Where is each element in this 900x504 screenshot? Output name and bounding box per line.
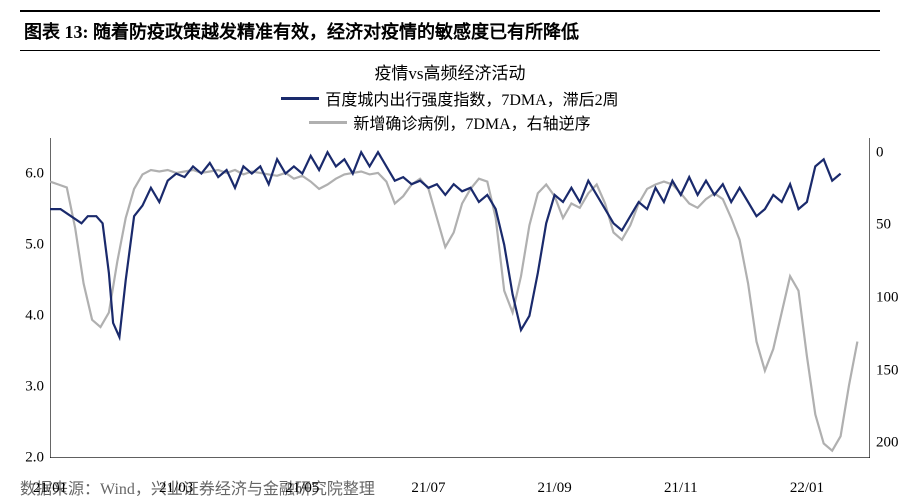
x-tick-label: 21/01 — [33, 480, 67, 497]
legend-item-2: 新增确诊病例，7DMA，右轴逆序 — [309, 110, 590, 134]
y-right-tick-label: 0 — [876, 144, 884, 161]
x-tick-label: 22/01 — [790, 480, 824, 497]
plot-area: 2.03.04.05.06.0 050100150200 21/0121/032… — [50, 138, 870, 458]
y-left-tick-label: 2.0 — [25, 450, 44, 467]
chart-svg — [50, 138, 870, 458]
y-right-tick-label: 150 — [876, 362, 899, 379]
chart-source: 数据来源：Wind，兴业证券经济与金融研究院整理 — [20, 475, 880, 499]
chart-area: 疫情vs高频经济活动 百度城内出行强度指数，7DMA，滞后2周 新增确诊病例，7… — [20, 59, 880, 469]
y-left-tick-label: 4.0 — [25, 307, 44, 324]
y-right-tick-label: 200 — [876, 435, 899, 452]
chart-title-bar: 图表 13: 随着防疫政策越发精准有效，经济对疫情的敏感度已有所降低 — [20, 10, 880, 51]
legend-swatch-1 — [281, 97, 319, 100]
y-axis-left: 2.03.04.05.06.0 — [20, 138, 50, 458]
legend-item-1: 百度城内出行强度指数，7DMA，滞后2周 — [281, 86, 618, 110]
x-tick-label: 21/11 — [664, 480, 698, 497]
y-left-tick-label: 3.0 — [25, 378, 44, 395]
chart-legend: 百度城内出行强度指数，7DMA，滞后2周 新增确诊病例，7DMA，右轴逆序 — [20, 86, 880, 134]
y-left-tick-label: 5.0 — [25, 236, 44, 253]
x-tick-label: 21/05 — [285, 480, 319, 497]
legend-swatch-2 — [309, 121, 347, 124]
x-tick-label: 21/09 — [538, 480, 572, 497]
y-axis-right: 0 50 100 150 200 — [870, 138, 900, 458]
legend-label-1: 百度城内出行强度指数，7DMA，滞后2周 — [325, 86, 618, 110]
y-right-tick-label: 50 — [876, 217, 891, 234]
y-right-tick-label: 100 — [876, 290, 899, 307]
x-tick-label: 21/03 — [159, 480, 193, 497]
chart-figure-title: 图表 13: 随着防疫政策越发精准有效，经济对疫情的敏感度已有所降低 — [24, 18, 876, 44]
chart-subtitle: 疫情vs高频经济活动 — [20, 59, 880, 84]
series-line-1 — [50, 170, 857, 451]
legend-label-2: 新增确诊病例，7DMA，右轴逆序 — [353, 110, 590, 134]
y-left-tick-label: 6.0 — [25, 165, 44, 182]
x-tick-label: 21/07 — [411, 480, 445, 497]
